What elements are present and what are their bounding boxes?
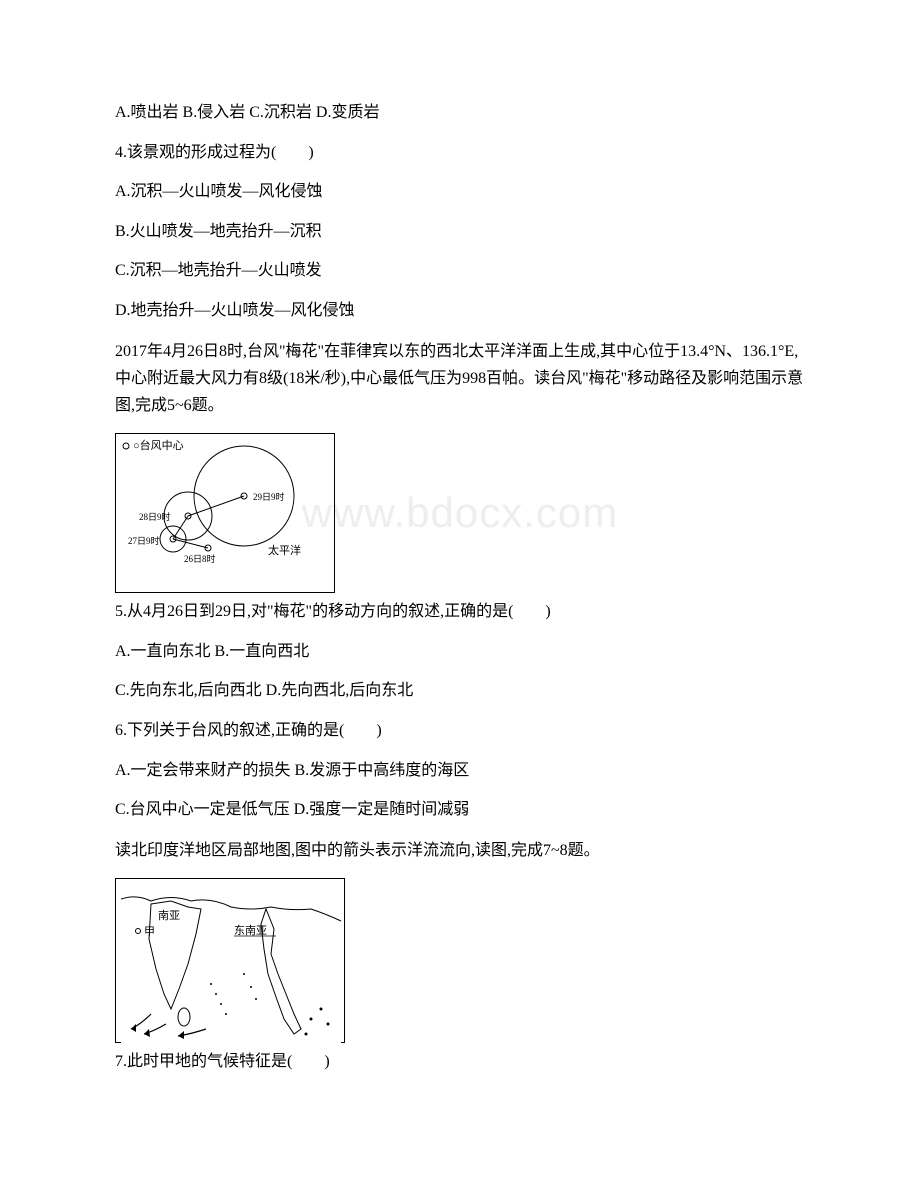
q4-option-a: A.沉积—火山喷发—风化侵蚀: [115, 179, 805, 205]
q6-options-ab: A.一定会带来财产的损失 B.发源于中高纬度的海区: [115, 758, 805, 784]
q4-option-b: B.火山喷发—地壳抬升—沉积: [115, 219, 805, 245]
south-asia-label: 南亚: [158, 909, 180, 922]
typhoon-path-figure: ○台风中心 29日9时 28日9时 27日9时 26日8时 太平洋: [115, 433, 335, 593]
q3-options-text: A.喷出岩 B.侵入岩 C.沉积岩 D.变质岩: [115, 100, 805, 126]
date-29-label: 29日9时: [253, 491, 285, 502]
north-indian-ocean-figure: 南亚 甲 东南亚: [115, 878, 345, 1043]
passage-7-8: 读北印度洋地区局部地图,图中的箭头表示洋流流向,读图,完成7~8题。: [115, 837, 805, 864]
pacific-label: 太平洋: [268, 543, 301, 557]
q6-options-cd: C.台风中心一定是低气压 D.强度一定是随时间减弱: [115, 797, 805, 823]
legend-label: ○台风中心: [133, 438, 184, 452]
point-jia-label: 甲: [144, 926, 155, 938]
q5-stem: 5.从4月26日到29日,对"梅花"的移动方向的叙述,正确的是( ): [115, 599, 805, 625]
q4-option-c: C.沉积—地壳抬升—火山喷发: [115, 258, 805, 284]
q7-stem: 7.此时甲地的气候特征是( ): [115, 1049, 805, 1075]
southeast-asia-label: 东南亚: [234, 924, 267, 937]
watermark-text: www.bdocx.com: [302, 489, 618, 537]
q4-stem: 4.该景观的形成过程为( ): [115, 140, 805, 166]
q5-options-cd: C.先向东北,后向西北 D.先向西北,后向东北: [115, 678, 805, 704]
date-27-label: 27日9时: [128, 535, 160, 546]
q5-options-ab: A.一直向东北 B.一直向西北: [115, 639, 805, 665]
q4-option-d: D.地壳抬升—火山喷发—风化侵蚀: [115, 298, 805, 324]
date-26-label: 26日8时: [184, 553, 216, 564]
q6-stem: 6.下列关于台风的叙述,正确的是( ): [115, 718, 805, 744]
date-28-label: 28日9时: [139, 511, 171, 522]
passage-5-6: 2017年4月26日8时,台风"梅花"在菲律宾以东的西北太平洋洋面上生成,其中心…: [115, 338, 805, 420]
